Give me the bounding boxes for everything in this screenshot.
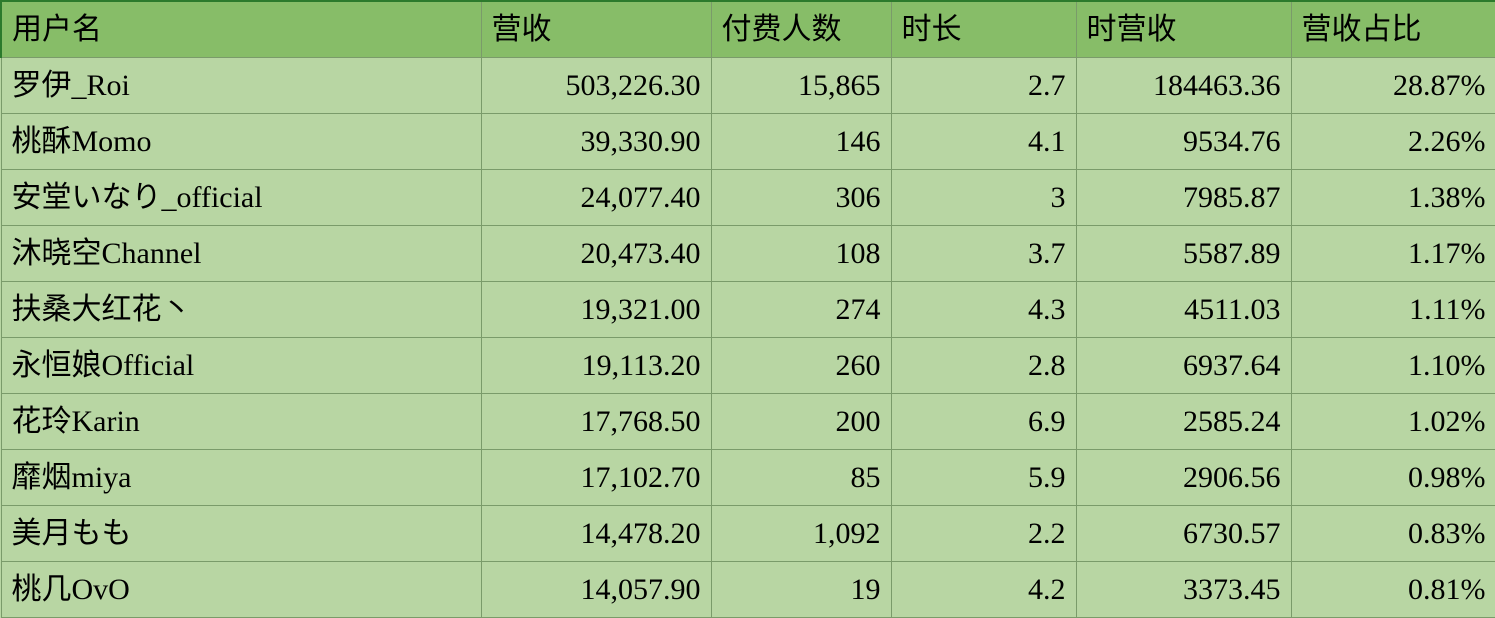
table-header: 用户名营收付费人数时长时营收营收占比 (1, 1, 1495, 58)
cell-hourly_revenue: 184463.36 (1076, 58, 1291, 114)
header-row: 用户名营收付费人数时长时营收营收占比 (1, 1, 1495, 58)
cell-revenue: 24,077.40 (481, 170, 711, 226)
cell-revenue_ratio: 0.83% (1291, 506, 1495, 562)
cell-revenue: 17,102.70 (481, 450, 711, 506)
cell-payers: 108 (711, 226, 891, 282)
table-row: 罗伊_Roi503,226.3015,8652.7184463.3628.87% (1, 58, 1495, 114)
cell-revenue: 19,321.00 (481, 282, 711, 338)
cell-duration: 5.9 (891, 450, 1076, 506)
cell-username: 罗伊_Roi (1, 58, 481, 114)
cell-username: 安堂いなり_official (1, 170, 481, 226)
cell-username: 永恒娘Official (1, 338, 481, 394)
cell-hourly_revenue: 2585.24 (1076, 394, 1291, 450)
cell-payers: 306 (711, 170, 891, 226)
cell-hourly_revenue: 4511.03 (1076, 282, 1291, 338)
cell-revenue_ratio: 1.11% (1291, 282, 1495, 338)
cell-duration: 4.2 (891, 562, 1076, 618)
cell-revenue: 17,768.50 (481, 394, 711, 450)
table-row: 桃几OvO14,057.90194.23373.450.81% (1, 562, 1495, 618)
cell-duration: 3 (891, 170, 1076, 226)
header-payers: 付费人数 (711, 1, 891, 58)
cell-payers: 85 (711, 450, 891, 506)
cell-revenue_ratio: 1.02% (1291, 394, 1495, 450)
cell-duration: 2.8 (891, 338, 1076, 394)
cell-payers: 1,092 (711, 506, 891, 562)
cell-revenue_ratio: 28.87% (1291, 58, 1495, 114)
cell-duration: 4.3 (891, 282, 1076, 338)
cell-username: 靡烟miya (1, 450, 481, 506)
cell-revenue_ratio: 2.26% (1291, 114, 1495, 170)
cell-hourly_revenue: 6730.57 (1076, 506, 1291, 562)
cell-hourly_revenue: 7985.87 (1076, 170, 1291, 226)
header-username: 用户名 (1, 1, 481, 58)
cell-username: 桃几OvO (1, 562, 481, 618)
cell-username: 沐晓空Channel (1, 226, 481, 282)
header-duration: 时长 (891, 1, 1076, 58)
table-row: 桃酥Momo39,330.901464.19534.762.26% (1, 114, 1495, 170)
cell-payers: 274 (711, 282, 891, 338)
table-row: 花玲Karin17,768.502006.92585.241.02% (1, 394, 1495, 450)
table-row: 永恒娘Official19,113.202602.86937.641.10% (1, 338, 1495, 394)
cell-revenue: 14,057.90 (481, 562, 711, 618)
cell-duration: 6.9 (891, 394, 1076, 450)
cell-username: 扶桑大红花丶 (1, 282, 481, 338)
table-row: 安堂いなり_official24,077.4030637985.871.38% (1, 170, 1495, 226)
header-revenue_ratio: 营收占比 (1291, 1, 1495, 58)
cell-username: 桃酥Momo (1, 114, 481, 170)
cell-revenue: 20,473.40 (481, 226, 711, 282)
cell-revenue: 503,226.30 (481, 58, 711, 114)
table-body: 罗伊_Roi503,226.3015,8652.7184463.3628.87%… (1, 58, 1495, 618)
cell-payers: 260 (711, 338, 891, 394)
cell-revenue_ratio: 1.38% (1291, 170, 1495, 226)
cell-duration: 4.1 (891, 114, 1076, 170)
cell-username: 美月もも (1, 506, 481, 562)
cell-payers: 146 (711, 114, 891, 170)
cell-revenue_ratio: 1.10% (1291, 338, 1495, 394)
cell-hourly_revenue: 9534.76 (1076, 114, 1291, 170)
cell-revenue: 14,478.20 (481, 506, 711, 562)
cell-hourly_revenue: 6937.64 (1076, 338, 1291, 394)
cell-hourly_revenue: 3373.45 (1076, 562, 1291, 618)
table-row: 美月もも14,478.201,0922.26730.570.83% (1, 506, 1495, 562)
cell-payers: 19 (711, 562, 891, 618)
header-hourly_revenue: 时营收 (1076, 1, 1291, 58)
table-row: 扶桑大红花丶19,321.002744.34511.031.11% (1, 282, 1495, 338)
cell-revenue: 39,330.90 (481, 114, 711, 170)
table-row: 沐晓空Channel20,473.401083.75587.891.17% (1, 226, 1495, 282)
cell-duration: 2.2 (891, 506, 1076, 562)
cell-hourly_revenue: 5587.89 (1076, 226, 1291, 282)
header-revenue: 营收 (481, 1, 711, 58)
cell-hourly_revenue: 2906.56 (1076, 450, 1291, 506)
cell-username: 花玲Karin (1, 394, 481, 450)
cell-revenue_ratio: 0.98% (1291, 450, 1495, 506)
cell-payers: 200 (711, 394, 891, 450)
cell-revenue: 19,113.20 (481, 338, 711, 394)
revenue-table: 用户名营收付费人数时长时营收营收占比 罗伊_Roi503,226.3015,86… (0, 0, 1495, 618)
cell-duration: 3.7 (891, 226, 1076, 282)
cell-revenue_ratio: 1.17% (1291, 226, 1495, 282)
table-row: 靡烟miya17,102.70855.92906.560.98% (1, 450, 1495, 506)
cell-duration: 2.7 (891, 58, 1076, 114)
cell-revenue_ratio: 0.81% (1291, 562, 1495, 618)
cell-payers: 15,865 (711, 58, 891, 114)
